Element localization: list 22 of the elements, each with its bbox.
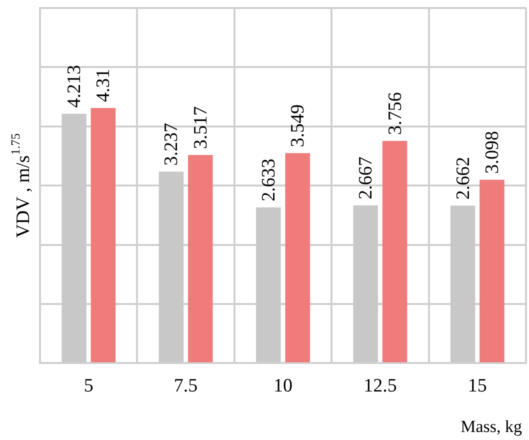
x-tick-label: 5 — [84, 376, 94, 397]
x-tick-label: 7.5 — [174, 376, 198, 397]
data-label: 3.549 — [288, 104, 309, 148]
bar — [382, 140, 408, 362]
x-tick-label: 12.5 — [364, 376, 397, 397]
data-label: 2.667 — [356, 156, 377, 200]
x-tick-label: 10 — [274, 376, 292, 397]
data-label: 4.31 — [93, 68, 114, 102]
data-label: 3.517 — [190, 106, 212, 149]
data-label: 3.098 — [482, 131, 503, 174]
data-label: 2.662 — [452, 156, 474, 200]
bar — [90, 108, 116, 362]
bar — [188, 154, 213, 362]
data-label: 4.213 — [64, 65, 86, 108]
data-label: 3.237 — [161, 122, 182, 166]
x-tick-label: 15 — [468, 376, 487, 397]
y-axis-title: VDV , m/s1.75 — [8, 133, 34, 238]
x-axis-title: Mass, kg — [460, 416, 522, 436]
bar — [285, 153, 310, 362]
bar — [480, 180, 504, 362]
data-label: 3.756 — [384, 92, 406, 135]
data-label: 2.633 — [258, 158, 280, 202]
